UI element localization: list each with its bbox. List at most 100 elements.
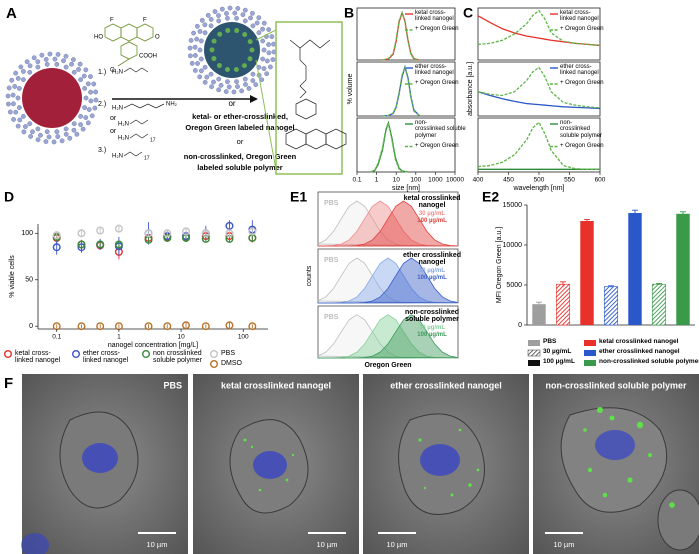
polymer-bead: [199, 17, 205, 23]
green-spots: [583, 407, 675, 508]
arrow-head: [250, 95, 258, 103]
polymer-bead: [208, 23, 214, 29]
polymer-bead: [225, 79, 230, 85]
polymer-bead: [35, 59, 41, 65]
dye-dot: [247, 39, 253, 45]
atom-label: 17: [150, 137, 156, 143]
polymer-bead: [23, 124, 28, 129]
polymer-bead: [218, 82, 224, 88]
polymer-bead: [59, 138, 65, 144]
or-label: or: [228, 99, 235, 108]
polymer-bead: [250, 78, 256, 83]
polymer-bead: [194, 36, 200, 42]
series-line: [382, 10, 420, 61]
polymer-bead: [21, 77, 26, 82]
series-label: 30 µg/mL: [418, 325, 446, 331]
subplot-title: ether crosslinked nanogel: [403, 252, 461, 267]
bond: [129, 133, 149, 139]
panel-label: E2: [482, 189, 499, 205]
atom-label: F: [110, 18, 114, 24]
x-tick-label: 10: [393, 177, 401, 184]
panel-f: F PBS 10 µm ketal crosslinked nanogel 10…: [4, 374, 699, 554]
x-tick-label: 450: [503, 177, 514, 184]
structure-box: [275, 21, 343, 175]
legend-label: + Oregon Green: [560, 80, 604, 86]
point: [225, 321, 234, 330]
polymer-bead: [198, 56, 204, 62]
point: [77, 229, 86, 238]
polymer-bead: [55, 134, 61, 139]
polymer-bead: [30, 129, 35, 135]
point: [52, 243, 61, 252]
polymer-bead: [17, 117, 23, 123]
legend-label: 30 µg/mL: [543, 348, 572, 355]
polymer-bead: [261, 20, 267, 26]
green-spots: [418, 428, 480, 497]
series-line: [370, 120, 409, 173]
y-tick-label: 0: [518, 322, 522, 329]
y-axis-label: MFI Oregon Green [a.u.]: [496, 227, 503, 303]
plot-frame: [477, 61, 601, 117]
nanogel-drawing: [5, 51, 99, 145]
legend-label: DMSO: [221, 360, 242, 367]
polymer-bead: [44, 129, 50, 135]
caption: or: [237, 137, 244, 146]
error-bar: [584, 218, 590, 223]
y-axis-label: absorbance [a.u.]: [467, 62, 474, 116]
caption: Oregon Green labeled nanogel: [185, 123, 294, 132]
y-tick-label: 5000: [506, 282, 522, 289]
polymer-bead: [13, 70, 19, 76]
plot-frame: [477, 7, 601, 61]
nucleus: [420, 444, 460, 476]
polymer-bead: [11, 101, 16, 107]
polymer-bead: [242, 18, 248, 24]
legend-label: + Oregon Green: [415, 142, 459, 149]
x-tick-label: 100: [410, 177, 421, 184]
panel-label: F: [4, 375, 13, 392]
micrograph: PBS 10 µm: [21, 374, 188, 554]
dye-dot: [233, 67, 239, 73]
polymer-bead: [211, 79, 216, 85]
polymer-bead: [271, 41, 276, 47]
atom-label: O: [110, 68, 115, 74]
error-bar: [536, 301, 542, 307]
atom-label: 17: [144, 155, 150, 161]
bar: [603, 286, 619, 326]
polymer-bead: [63, 64, 69, 70]
polymer-bead: [17, 86, 22, 91]
polymer-bead: [85, 81, 91, 87]
series-label: 30 µg/mL: [418, 211, 446, 217]
atom-label: F: [143, 18, 147, 24]
step-label: 2.): [98, 101, 106, 108]
polymer-bead: [248, 15, 253, 21]
polymer-bead: [239, 88, 244, 94]
polymer-bead: [78, 77, 83, 82]
legend-marker: [209, 360, 218, 369]
bar: [628, 213, 642, 325]
series-label: 30 µg/mL: [418, 268, 446, 274]
polymer-bead: [225, 15, 230, 21]
polymer-bead: [69, 61, 74, 67]
dye-dot: [224, 66, 230, 72]
bar: [651, 283, 667, 326]
micrograph: ketal crosslinked nanogel 10 µm: [193, 374, 359, 554]
x-axis-label: wavelength [nm]: [513, 185, 565, 192]
polymer-bead: [67, 135, 73, 141]
polymer-bead: [204, 74, 210, 80]
polymer-bead: [91, 81, 97, 87]
polymer-bead: [10, 92, 16, 98]
series-line: [382, 10, 420, 61]
point: [144, 322, 153, 331]
polymer-bead: [47, 51, 53, 57]
polymer-bead: [15, 95, 21, 101]
polymer-bead: [93, 97, 99, 103]
polymer-bead: [83, 95, 89, 101]
series-line: [477, 121, 600, 170]
polymer-bead: [71, 69, 77, 75]
polymer-bead: [82, 86, 87, 91]
legend-label: ether cross- linked nanogel: [560, 64, 599, 77]
scale-label: 10 µm: [147, 540, 168, 549]
polymer-bead: [269, 34, 275, 39]
polymer-bead: [231, 89, 237, 95]
